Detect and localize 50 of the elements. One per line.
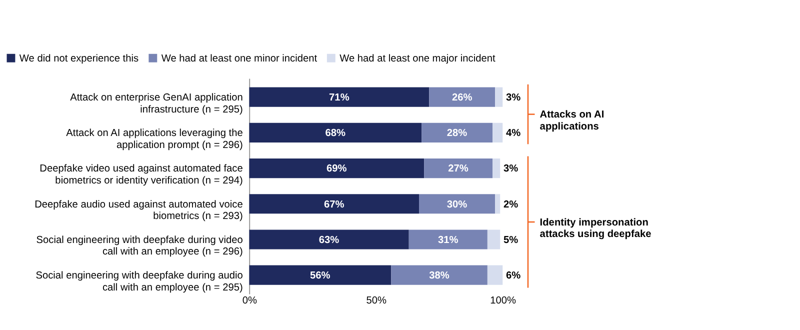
bar bbox=[495, 194, 500, 214]
data-label: 27% bbox=[448, 164, 468, 175]
y-tick-label: Attack on enterprise GenAI application infrastructure (n = 295) bbox=[70, 92, 243, 116]
data-label: 56% bbox=[310, 270, 330, 282]
data-label: 3% bbox=[506, 92, 521, 104]
data-label: 3% bbox=[503, 164, 518, 175]
x-tick-label: 50% bbox=[366, 296, 386, 307]
data-label: 6% bbox=[506, 270, 521, 282]
data-label: 31% bbox=[438, 234, 458, 246]
bar bbox=[249, 87, 430, 107]
data-label: 4% bbox=[506, 128, 521, 140]
bar bbox=[492, 122, 503, 142]
y-tick-label: Social engineering with deepfake during audio call with an employee (n = 295) bbox=[36, 270, 244, 294]
legend-label: We had at least one minor incident bbox=[161, 53, 318, 64]
bar bbox=[249, 122, 422, 142]
bar bbox=[249, 158, 424, 178]
bar bbox=[408, 230, 488, 250]
legend-label: We did not experience this bbox=[19, 53, 139, 64]
bar bbox=[424, 158, 493, 178]
y-tick-label: Deepfake video used against automated face biometrics or identity verification (n = 294) bbox=[40, 164, 244, 186]
bar bbox=[249, 265, 392, 285]
text: Identity impersonation attacks using deepfake bbox=[540, 217, 652, 240]
data-label: 69% bbox=[326, 164, 347, 175]
data-label: 26% bbox=[452, 92, 472, 104]
data-label: 28% bbox=[446, 128, 468, 140]
bar bbox=[249, 230, 409, 250]
bar bbox=[422, 122, 493, 142]
bar bbox=[492, 158, 500, 178]
data-label: 2% bbox=[503, 199, 518, 210]
y-tick-label: Deepfake audio used against automated voice biometrics (n = 293) bbox=[34, 199, 244, 222]
data-label: 38% bbox=[429, 270, 450, 282]
bar bbox=[391, 265, 488, 285]
bar bbox=[487, 265, 503, 285]
legend-label: We had at least one major incident bbox=[340, 53, 496, 64]
data-label: 5% bbox=[503, 234, 518, 246]
x-tick-label: 100% bbox=[490, 296, 516, 307]
data-label: 68% bbox=[325, 128, 346, 140]
bar bbox=[429, 87, 496, 107]
bar bbox=[249, 194, 420, 214]
data-label: 67% bbox=[324, 199, 344, 210]
y-tick-label: Attack on AI applications leveraging the application prompt (n = 296) bbox=[66, 128, 244, 151]
x-tick-label: 0% bbox=[242, 296, 257, 307]
data-label: 30% bbox=[446, 199, 468, 210]
text: Attacks on AI applications bbox=[540, 110, 604, 132]
y-tick-label: Social engineering with deepfake during video call with an employee (n = 296) bbox=[36, 234, 244, 258]
bar bbox=[419, 194, 496, 214]
bar bbox=[495, 87, 503, 107]
data-label: 63% bbox=[318, 234, 340, 246]
bar bbox=[487, 230, 500, 250]
data-label: 71% bbox=[329, 92, 350, 104]
